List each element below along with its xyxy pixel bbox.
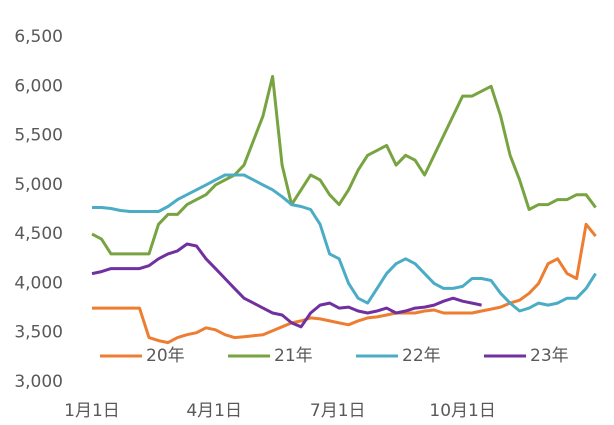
legend-label: 20年 — [146, 346, 185, 366]
x-tick-label: 1月1日 — [64, 401, 120, 421]
x-tick-label: 10月1日 — [429, 401, 495, 421]
y-tick-label: 6,000 — [14, 76, 63, 96]
y-tick-label: 3,500 — [14, 323, 63, 343]
x-tick-label: 7月1日 — [310, 401, 366, 421]
series-line — [91, 74, 597, 256]
series-line — [91, 242, 482, 329]
y-tick-label: 3,000 — [14, 372, 63, 392]
series-line — [92, 173, 597, 313]
legend-label: 21年 — [274, 346, 313, 366]
y-tick-label: 4,500 — [14, 224, 63, 244]
y-tick-label: 5,500 — [14, 126, 63, 146]
y-tick-label: 4,000 — [14, 273, 63, 293]
y-tick-label: 6,500 — [14, 27, 63, 47]
y-tick-label: 5,000 — [14, 175, 63, 195]
series-line — [92, 222, 597, 345]
legend-label: 23年 — [530, 346, 569, 366]
x-tick-label: 4月1日 — [186, 401, 242, 421]
legend-label: 22年 — [402, 346, 441, 366]
